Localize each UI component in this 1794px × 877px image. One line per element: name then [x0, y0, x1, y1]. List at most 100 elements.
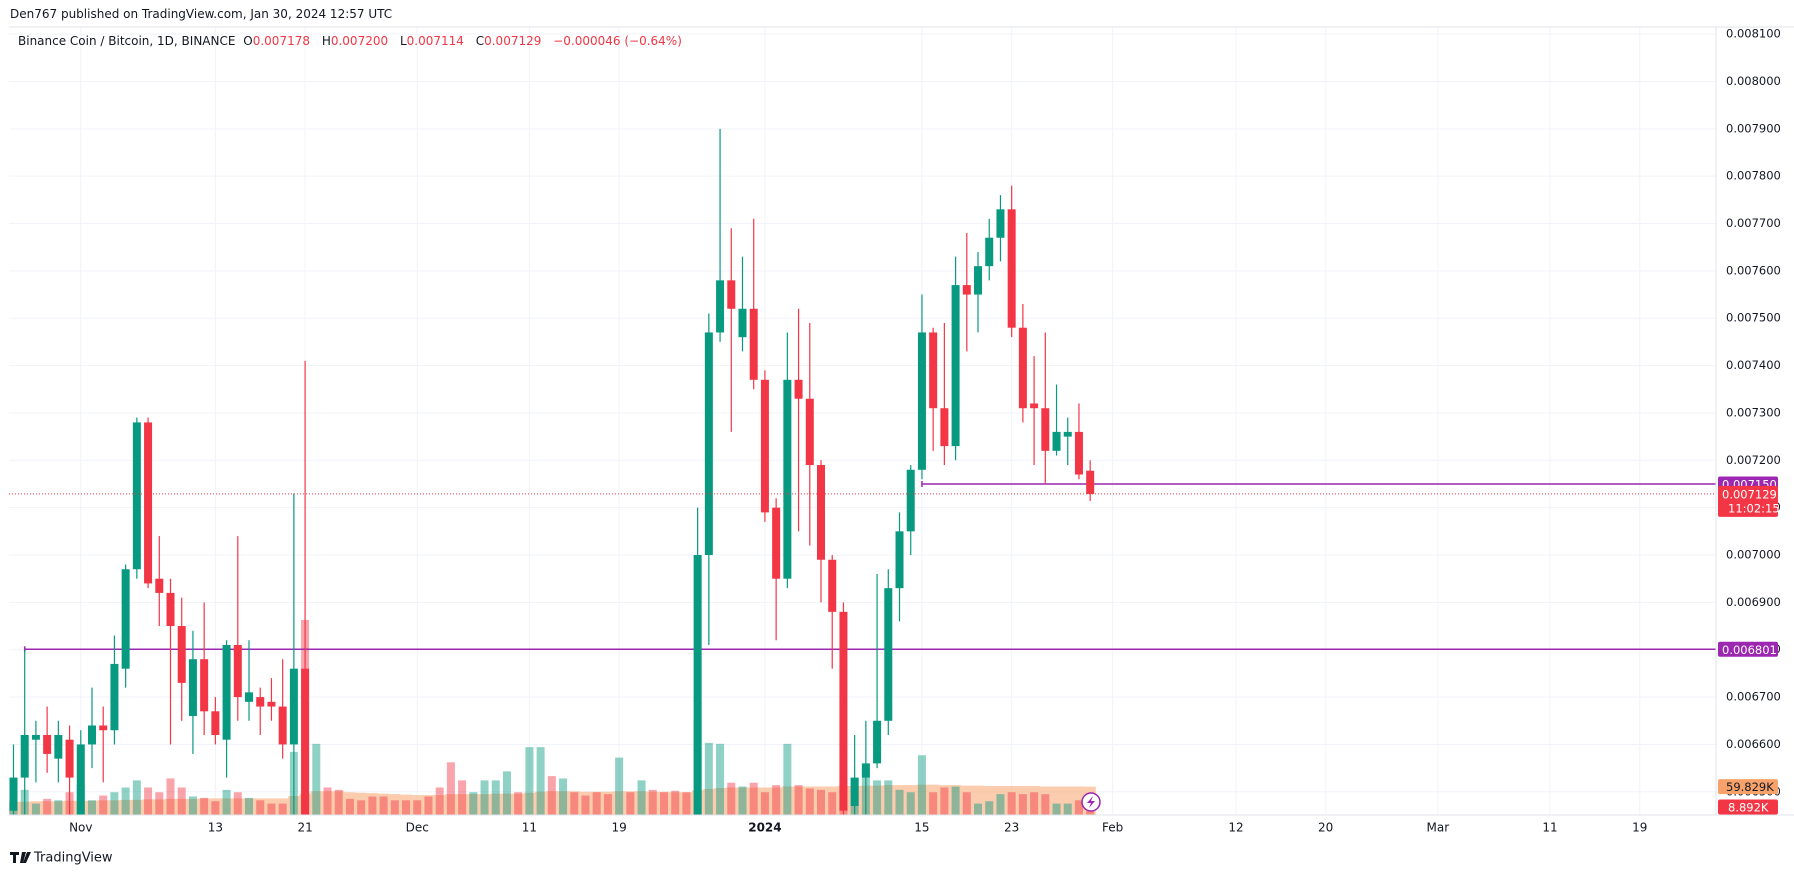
price-pane [9, 128, 1716, 815]
x-tick-label: Nov [69, 821, 92, 835]
volume-bar [749, 782, 758, 815]
y-tick-label: 0.007900 [1726, 121, 1781, 135]
y-tick-label: 0.006900 [1726, 595, 1781, 609]
candle-body [929, 332, 938, 409]
candle-body [65, 739, 74, 778]
candle-body [727, 280, 736, 309]
ohlc: O0.007178 [243, 34, 314, 48]
x-tick-label: 21 [297, 821, 312, 835]
volume-bar [54, 800, 63, 815]
y-tick-label: 0.008000 [1726, 74, 1781, 88]
x-tick-label: Dec [406, 821, 429, 835]
volume-bar [659, 792, 668, 815]
volume-bar [1030, 792, 1039, 815]
volume-bar [222, 789, 231, 815]
candle-body [996, 209, 1005, 238]
volume-bar [323, 787, 332, 815]
volume-bar [278, 803, 287, 815]
volume-ma-label: 59.829K [1726, 780, 1774, 794]
candle-body [110, 663, 119, 731]
ohlc-value: 0.007129 [484, 34, 542, 48]
candle-body [850, 777, 859, 807]
ohlc: L0.007114 [400, 34, 468, 48]
candle-body [749, 308, 758, 380]
candle-body [245, 692, 254, 702]
volume-bar [402, 800, 411, 815]
volume-bar [727, 782, 736, 815]
symbol-title: Binance Coin / Bitcoin, 1D, BINANCE [18, 34, 236, 48]
volume-bar [435, 787, 444, 815]
candle-body [132, 422, 141, 570]
candle-body [817, 465, 826, 560]
volume-bar [547, 776, 556, 815]
volume-bar [469, 792, 478, 815]
volume-bar [132, 780, 141, 815]
candle-body [805, 398, 814, 466]
candle-body [693, 555, 702, 815]
last-price-badge [1718, 485, 1778, 517]
candle-body [177, 626, 186, 683]
ohlc: H0.007200 [322, 34, 392, 48]
x-tick-label: 2024 [748, 821, 781, 835]
ohlc-value: 0.007114 [406, 34, 464, 48]
candle-body [256, 697, 265, 707]
y-tick-label: 0.008100 [1726, 27, 1781, 41]
volume-bar [233, 792, 242, 815]
y-tick-label: 0.006700 [1726, 690, 1781, 704]
last-price-label: 0.007129 [1722, 487, 1777, 501]
volume-bar [267, 803, 276, 815]
candle-body [1074, 431, 1083, 475]
candle-body [200, 659, 209, 712]
legend-header: Binance Coin / Bitcoin, 1D, BINANCE O0.0… [18, 34, 686, 48]
candle-body [99, 725, 108, 731]
volume-bar [760, 792, 769, 815]
change: −0.000046 (−0.64%) [553, 34, 682, 48]
volume-bar [996, 794, 1005, 815]
volume-bar [671, 790, 680, 815]
ohlc-value: 0.007178 [252, 34, 310, 48]
x-tick-label: 15 [914, 821, 929, 835]
candle-body [783, 379, 792, 579]
level-badge [1718, 641, 1778, 657]
candle-body [974, 266, 983, 295]
level-label: 0.006801 [1722, 643, 1777, 657]
volume-bar [312, 743, 321, 815]
volume-bar [1007, 792, 1016, 815]
x-tick-label: 19 [611, 821, 626, 835]
volume-bar [110, 792, 119, 815]
volume-bar [256, 800, 265, 815]
candle-body [188, 659, 197, 717]
candle-body [951, 285, 960, 447]
volume-bar [424, 796, 433, 815]
candle-body [760, 379, 769, 513]
volume-bar [166, 778, 175, 815]
volume-bar [413, 800, 422, 815]
brand-logo: TradingView [10, 851, 113, 866]
candle-body [20, 734, 29, 778]
volume-bar [1063, 803, 1072, 815]
volume-bar [704, 742, 713, 815]
volume-bar [929, 792, 938, 815]
brand-name: TradingView [33, 851, 113, 866]
volume-bar [794, 785, 803, 815]
candle-body [43, 734, 52, 754]
volume-bar [155, 792, 164, 815]
volume-bar [1074, 800, 1083, 815]
publisher: Den767 published on TradingView.com, Jan… [10, 7, 393, 21]
x-tick-label: 19 [1632, 821, 1647, 835]
volume-bar [1052, 803, 1061, 815]
candle-body [884, 588, 893, 721]
candle-body [9, 777, 18, 811]
candle-body [1052, 431, 1061, 451]
x-tick-label: 11 [1542, 821, 1557, 835]
candle-body [794, 379, 803, 399]
x-tick-label: Feb [1102, 821, 1123, 835]
candle-body [155, 578, 164, 593]
ohlc-label: O [243, 34, 253, 48]
volume-bar [491, 780, 500, 815]
candle-body [861, 763, 870, 778]
volume-bar [884, 780, 893, 815]
volume-bar [211, 801, 220, 815]
volume-bar [626, 792, 635, 815]
